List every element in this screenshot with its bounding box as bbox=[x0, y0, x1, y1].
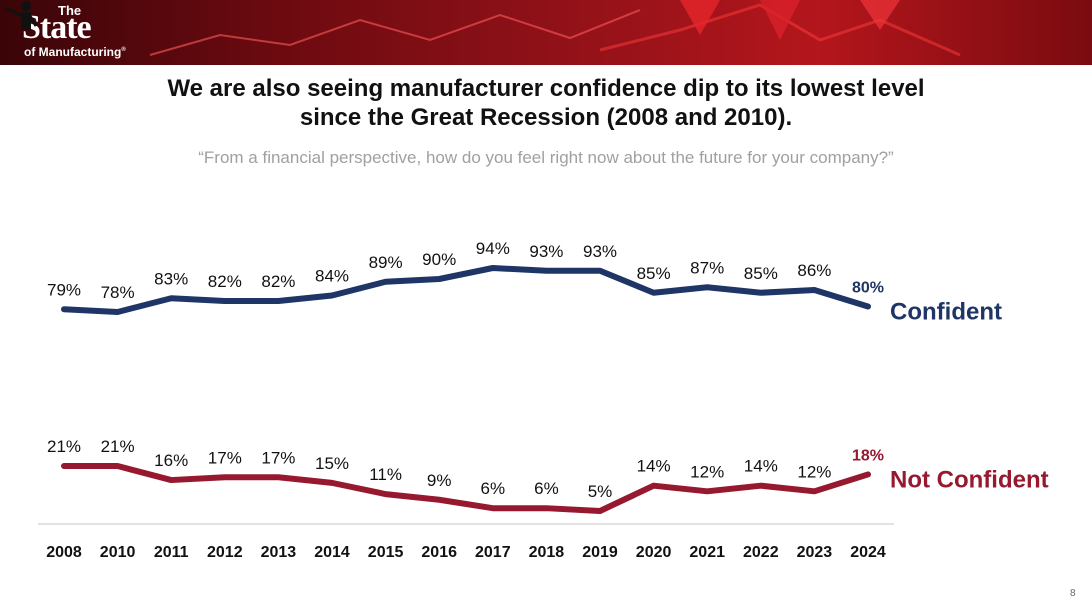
data-label: 18% bbox=[852, 447, 884, 464]
logo-state: State bbox=[22, 9, 92, 46]
headline: We are also seeing manufacturer confiden… bbox=[0, 74, 1092, 132]
data-label: 21% bbox=[47, 437, 81, 456]
data-label: 12% bbox=[797, 462, 831, 481]
data-label: 94% bbox=[476, 239, 510, 258]
series-line-confident bbox=[61, 265, 871, 315]
logo-the: The bbox=[58, 3, 82, 18]
data-label: 17% bbox=[261, 448, 295, 467]
data-label: 83% bbox=[154, 269, 188, 288]
x-tick-label: 2017 bbox=[475, 544, 511, 561]
data-label: 87% bbox=[690, 258, 724, 277]
data-label: 17% bbox=[208, 448, 242, 467]
x-tick-label: 2014 bbox=[314, 544, 350, 561]
data-label: 6% bbox=[481, 479, 506, 498]
data-label: 16% bbox=[154, 451, 188, 470]
data-label: 90% bbox=[422, 250, 456, 269]
data-label: 21% bbox=[101, 437, 135, 456]
data-label: 84% bbox=[315, 267, 349, 286]
data-label: 80% bbox=[852, 280, 884, 297]
x-tick-label: 2024 bbox=[850, 544, 886, 561]
x-tick-label: 2015 bbox=[368, 544, 404, 561]
data-label: 14% bbox=[744, 457, 778, 476]
logo-subtitle: of Manufacturing® bbox=[24, 45, 126, 59]
x-tick-label: 2012 bbox=[207, 544, 243, 561]
series-label-confident: Confident bbox=[890, 299, 1002, 326]
data-label: 5% bbox=[588, 482, 613, 501]
data-label: 14% bbox=[637, 457, 671, 476]
x-tick-label: 2019 bbox=[582, 544, 618, 561]
series-label-not-confident: Not Confident bbox=[890, 466, 1049, 493]
data-label: 12% bbox=[690, 462, 724, 481]
x-tick-label: 2022 bbox=[743, 544, 779, 561]
data-label: 89% bbox=[369, 253, 403, 272]
x-tick-label: 2011 bbox=[154, 544, 189, 561]
data-label: 78% bbox=[101, 283, 135, 302]
presenter-figure-icon bbox=[5, 1, 38, 30]
headline-line-2: since the Great Recession (2008 and 2010… bbox=[299, 104, 793, 131]
x-tick-label: 2010 bbox=[100, 544, 136, 561]
header-banner: The State of Manufacturing® bbox=[0, 0, 1092, 65]
data-label: 82% bbox=[261, 272, 295, 291]
data-label: 93% bbox=[529, 242, 563, 261]
x-tick-label: 2023 bbox=[797, 544, 833, 561]
data-label: 9% bbox=[427, 471, 452, 490]
data-label: 79% bbox=[47, 280, 81, 299]
x-tick-label: 2013 bbox=[261, 544, 297, 561]
data-label: 93% bbox=[583, 242, 617, 261]
data-label: 15% bbox=[315, 454, 349, 473]
survey-question: “From a financial perspective, how do yo… bbox=[198, 148, 894, 167]
data-label: 6% bbox=[534, 479, 559, 498]
x-tick-label: 2018 bbox=[529, 544, 565, 561]
x-tick-label: 2008 bbox=[46, 544, 82, 561]
data-label: 82% bbox=[208, 272, 242, 291]
x-tick-label: 2021 bbox=[689, 544, 725, 561]
series-line-not-confident bbox=[61, 463, 871, 514]
banner-decoration bbox=[149, 0, 961, 57]
data-label: 85% bbox=[744, 264, 778, 283]
headline-line-1: We are also seeing manufacturer confiden… bbox=[167, 75, 925, 102]
x-tick-label: 2020 bbox=[636, 544, 672, 561]
data-label: 11% bbox=[369, 465, 402, 484]
x-tick-label: 2016 bbox=[421, 544, 457, 561]
data-label: 86% bbox=[797, 261, 831, 280]
page-number: 8 bbox=[1070, 588, 1076, 599]
data-label: 85% bbox=[637, 264, 671, 283]
